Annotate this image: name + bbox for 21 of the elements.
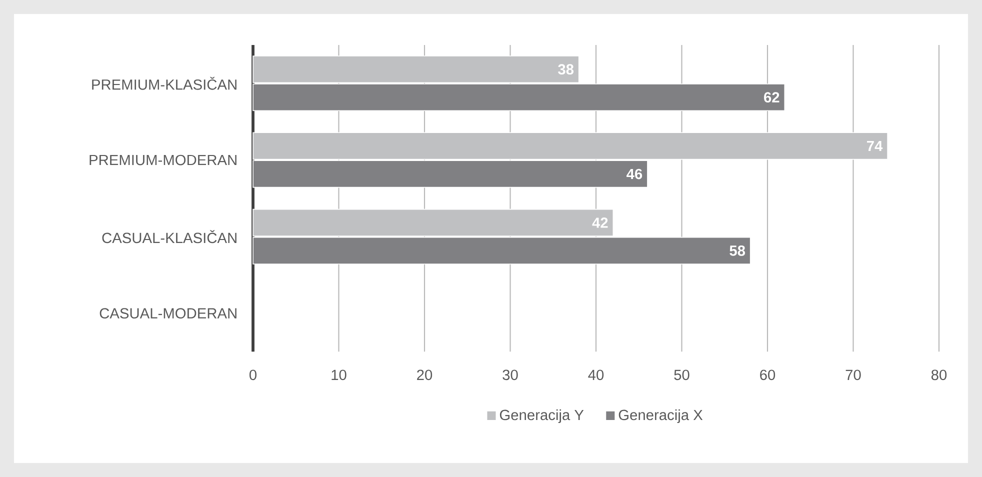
- data-label: 62: [764, 92, 780, 103]
- data-label: 74: [867, 140, 883, 152]
- x-tick-label: 20: [417, 370, 432, 380]
- y-tick-label: PREMIUM-KLASIČAN: [92, 76, 236, 90]
- x-tick-label: 10: [332, 370, 346, 380]
- data-label: 42: [592, 218, 608, 228]
- legend-label: Generacija X: [618, 409, 703, 424]
- y-tick-label: CASUAL-KLASIČAN: [102, 230, 236, 244]
- x-tick-label: 30: [502, 370, 518, 380]
- x-tick-label: 70: [846, 370, 861, 380]
- x-tick-label: 0: [249, 370, 256, 380]
- x-tick-label: 50: [674, 370, 690, 380]
- y-tick-label: PREMIUM-MODERAN: [90, 154, 236, 166]
- data-label: 58: [730, 245, 746, 256]
- legend-label: Generacija Y: [500, 409, 584, 424]
- data-label: 38: [558, 64, 574, 75]
- data-label: 46: [626, 168, 642, 180]
- x-tick-label: 60: [760, 370, 776, 380]
- x-tick-label: 40: [588, 370, 604, 380]
- x-tick-label: 80: [931, 370, 947, 380]
- y-tick-label: CASUAL-MODERAN: [100, 308, 236, 319]
